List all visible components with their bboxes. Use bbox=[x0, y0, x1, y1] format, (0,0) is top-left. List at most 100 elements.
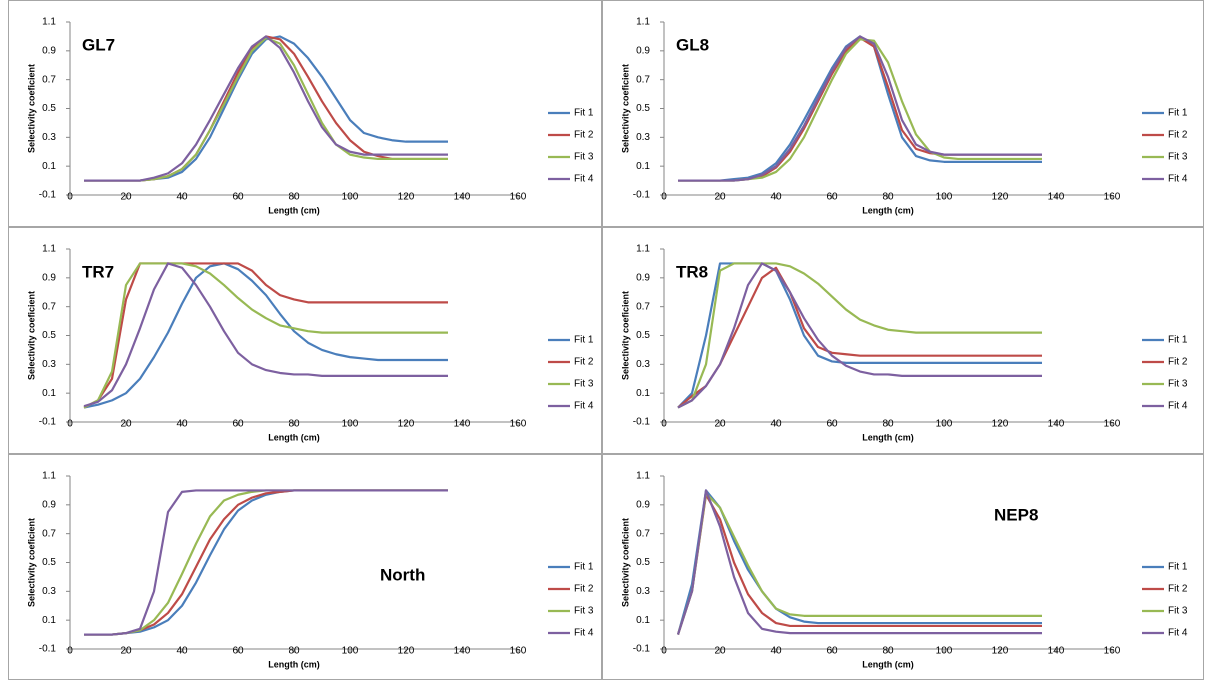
x-tick-label: 160 bbox=[1104, 192, 1121, 203]
x-axis-title: Length (cm) bbox=[862, 205, 914, 215]
x-tick-label: 160 bbox=[510, 192, 527, 203]
y-tick-label: 0.9 bbox=[42, 499, 56, 510]
chart-title: TR7 bbox=[82, 262, 114, 281]
panel-border bbox=[8, 454, 602, 680]
chart-title: GL8 bbox=[676, 35, 709, 54]
y-tick-label: -0.1 bbox=[633, 644, 651, 655]
y-tick-label: 0.5 bbox=[42, 330, 56, 341]
x-tick-label: 120 bbox=[992, 419, 1009, 430]
y-tick-label: 1.1 bbox=[636, 471, 650, 482]
data-line bbox=[83, 262, 448, 409]
y-axis-title: Selectivity coeficient bbox=[26, 518, 36, 607]
data-line bbox=[677, 262, 1042, 409]
x-tick-label: 60 bbox=[232, 646, 244, 657]
y-tick-label: 0.7 bbox=[636, 528, 650, 539]
legend-label: Fit 1 bbox=[574, 335, 594, 346]
y-tick-label: 0.7 bbox=[42, 74, 56, 85]
chart-panel: -0.1 0.1 0.3 0.5 0.7 0.9 1.1 0 20 40 60 80 100 120 140… bbox=[602, 0, 1204, 227]
x-axis-title: Length (cm) bbox=[268, 432, 320, 442]
legend-label: Fit 3 bbox=[574, 152, 594, 163]
x-tick-label: 160 bbox=[510, 646, 527, 657]
panel-border bbox=[602, 0, 1204, 227]
x-tick-label: 40 bbox=[770, 419, 782, 430]
data-line bbox=[676, 489, 1042, 635]
x-tick-label: 100 bbox=[342, 192, 359, 203]
y-axis-title: Selectivity coeficient bbox=[26, 291, 36, 380]
x-tick-label: 60 bbox=[232, 419, 244, 430]
x-tick-label: 80 bbox=[882, 419, 894, 430]
y-axis-title: Selectivity coeficient bbox=[26, 64, 36, 153]
data-line bbox=[676, 492, 1042, 635]
chart-title: GL7 bbox=[82, 35, 115, 54]
legend-label: Fit 2 bbox=[574, 357, 594, 368]
y-tick-label: 0.9 bbox=[42, 272, 56, 283]
chart-panel: -0.1 0.1 0.3 0.5 0.7 0.9 1.1 0 20 40 60 80 100 120 140… bbox=[602, 454, 1204, 680]
legend-label: Fit 2 bbox=[1168, 584, 1188, 595]
y-tick-label: -0.1 bbox=[39, 190, 57, 201]
x-tick-label: 140 bbox=[1048, 419, 1065, 430]
x-tick-label: 60 bbox=[826, 419, 838, 430]
y-tick-label: 0.3 bbox=[42, 359, 56, 370]
chart-title: TR8 bbox=[676, 262, 708, 281]
x-tick-label: 100 bbox=[342, 646, 359, 657]
y-tick-label: 0.1 bbox=[636, 388, 650, 399]
y-tick-label: 0.5 bbox=[636, 330, 650, 341]
y-axis-title: Selectivity coeficient bbox=[620, 291, 630, 380]
y-tick-label: -0.1 bbox=[633, 190, 651, 201]
legend-label: Fit 3 bbox=[574, 379, 594, 390]
x-tick-label: 140 bbox=[454, 419, 471, 430]
legend-label: Fit 4 bbox=[574, 628, 594, 639]
y-tick-label: -0.1 bbox=[633, 417, 651, 428]
x-tick-label: 20 bbox=[120, 419, 132, 430]
data-line bbox=[677, 266, 1042, 409]
x-tick-label: 100 bbox=[936, 419, 953, 430]
y-tick-label: 0.5 bbox=[636, 103, 650, 114]
data-line bbox=[678, 35, 1042, 182]
x-tick-label: 140 bbox=[1048, 646, 1065, 657]
data-line bbox=[677, 262, 1042, 409]
x-tick-label: 100 bbox=[936, 646, 953, 657]
legend-label: Fit 4 bbox=[574, 174, 594, 185]
y-tick-label: 0.3 bbox=[636, 586, 650, 597]
x-tick-label: 40 bbox=[770, 646, 782, 657]
y-tick-label: 0.3 bbox=[42, 586, 56, 597]
data-line bbox=[83, 262, 448, 408]
x-tick-label: 60 bbox=[232, 192, 244, 203]
chart-panel: -0.1 0.1 0.3 0.5 0.7 0.9 1.1 0 20 40 60 80 100 120 140… bbox=[8, 0, 602, 227]
legend-label: Fit 1 bbox=[1168, 562, 1188, 573]
y-tick-label: 1.1 bbox=[42, 244, 56, 255]
data-line bbox=[84, 35, 448, 182]
legend-label: Fit 3 bbox=[1168, 606, 1188, 617]
y-tick-label: 0.9 bbox=[636, 45, 650, 56]
y-tick-label: 0.5 bbox=[42, 557, 56, 568]
x-tick-label: 80 bbox=[288, 646, 300, 657]
x-tick-label: 80 bbox=[288, 192, 300, 203]
x-tick-label: 140 bbox=[454, 192, 471, 203]
y-tick-label: 1.1 bbox=[636, 244, 650, 255]
x-tick-label: 160 bbox=[1104, 419, 1121, 430]
x-tick-label: 40 bbox=[176, 192, 188, 203]
chart-title: North bbox=[380, 565, 425, 584]
panel-border bbox=[602, 454, 1204, 680]
x-tick-label: 60 bbox=[826, 646, 838, 657]
x-tick-label: 0 bbox=[661, 646, 667, 657]
x-tick-label: 120 bbox=[398, 419, 415, 430]
x-tick-label: 80 bbox=[882, 646, 894, 657]
legend-label: Fit 2 bbox=[1168, 130, 1188, 141]
x-tick-label: 140 bbox=[1048, 192, 1065, 203]
x-tick-label: 60 bbox=[826, 192, 838, 203]
legend-label: Fit 2 bbox=[1168, 357, 1188, 368]
y-tick-label: 0.3 bbox=[636, 359, 650, 370]
x-tick-label: 80 bbox=[288, 419, 300, 430]
data-line bbox=[676, 489, 1042, 635]
x-tick-label: 160 bbox=[1104, 646, 1121, 657]
y-tick-label: 0.1 bbox=[636, 161, 650, 172]
x-tick-label: 0 bbox=[67, 419, 73, 430]
legend-label: Fit 3 bbox=[1168, 379, 1188, 390]
chart-panel: -0.1 0.1 0.3 0.5 0.7 0.9 1.1 0 20 40 60 80 100 120 140… bbox=[8, 227, 602, 454]
x-tick-label: 120 bbox=[992, 192, 1009, 203]
y-tick-label: 0.7 bbox=[636, 74, 650, 85]
x-tick-label: 140 bbox=[454, 646, 471, 657]
legend-label: Fit 4 bbox=[1168, 628, 1188, 639]
